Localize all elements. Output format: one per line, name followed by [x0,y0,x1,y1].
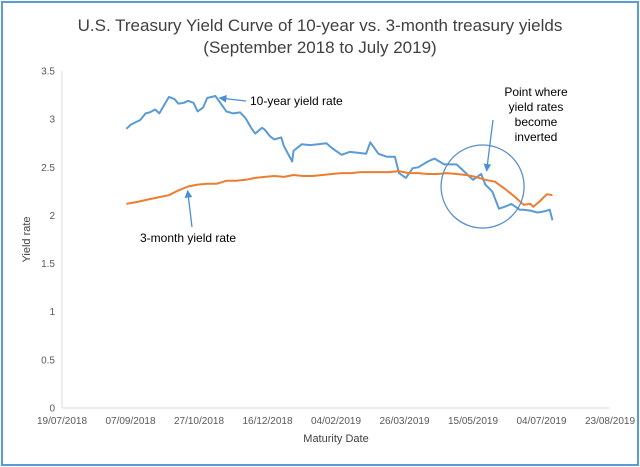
y-tick-label: 1 [49,307,55,318]
y-tick-label: 3.5 [41,67,55,78]
x-axis-title: Maturity Date [303,433,368,445]
series-line [125,95,554,221]
annotation-line: become [515,115,558,129]
x-tick-label: 23/08/2019 [585,416,635,427]
y-tick-label: 0 [49,404,55,415]
annotation-arrow [184,189,193,228]
y-tick-label: 1.5 [41,259,55,270]
chart-title-line1: U.S. Treasury Yield Curve of 10-year vs.… [77,16,563,35]
annotation-label: 3-month yield rate [140,231,236,245]
y-tick-label: 3 [49,115,55,126]
x-tick-label: 19/07/2018 [37,416,87,427]
annotation-line: Point where [504,85,568,99]
axes: 0 0.5 1 1.5 2 2.5 3 3.5 19/07/2018 07/09/2018 27/1… [21,67,635,446]
series-line [126,170,553,208]
x-tick-label: 15/05/2019 [448,416,498,427]
annotations: 10-year yield rate 3-month yield rate Poin… [140,85,568,245]
annotation-line: inverted [515,130,558,144]
x-tick-label: 16/12/2018 [242,416,292,427]
annotation-line: yield rates [509,100,564,114]
x-tick-label: 27/10/2018 [174,416,224,427]
annotation-arrow [218,94,247,103]
y-axis-title: Yield rate [21,216,33,262]
y-tick-label: 2 [49,211,55,222]
series-lines [125,95,554,221]
annotation-arrow [483,119,494,172]
x-tick-label: 04/02/2019 [311,416,361,427]
x-tick-label: 04/07/2019 [516,416,566,427]
annotation-label: 10-year yield rate [250,94,343,108]
x-tick-label: 26/03/2019 [379,416,429,427]
chart-title: U.S. Treasury Yield Curve of 10-year vs.… [3,15,637,59]
inversion-highlight-circle [440,144,525,229]
y-tick-label: 0.5 [41,355,55,366]
chart-subtitle: (September 2018 to July 2019) [203,38,437,57]
annotation-label: Point where yield rates become inverted [504,85,568,144]
x-tick-label: 07/09/2018 [105,416,155,427]
y-tick-label: 2.5 [41,163,55,174]
